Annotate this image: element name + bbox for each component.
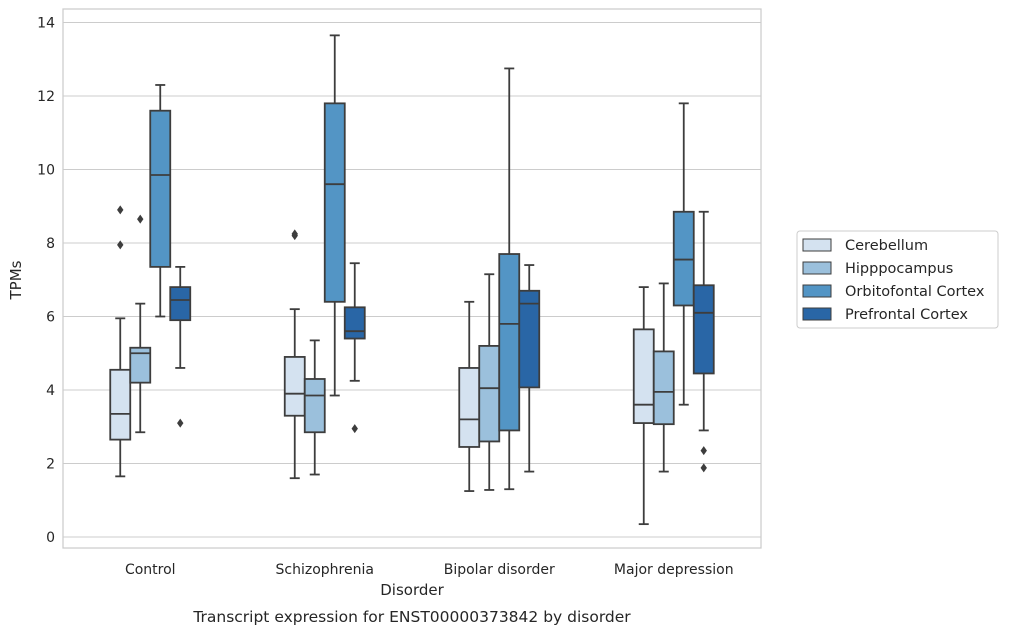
iqr-box: [458, 367, 481, 448]
iqr-box: [129, 346, 152, 384]
iqr-box: [652, 350, 675, 426]
iqr-box: [109, 368, 132, 441]
x-tick-label: Bipolar disorder: [444, 562, 555, 578]
iqr-box: [518, 289, 541, 389]
box-orbitofontal-cortex: [323, 34, 346, 397]
legend-label: Orbitofontal Cortex: [845, 284, 985, 300]
axes: 0 2 4 6 8 10 12 14 Control Schizophrenia Bipolar d…: [37, 8, 762, 578]
plot-background: [63, 9, 761, 548]
box-prefrontal-cortex: [518, 264, 541, 473]
legend-swatch: [802, 238, 832, 252]
box-cerebellum: [283, 229, 306, 480]
iqr-box: [149, 109, 172, 268]
y-tick-label: 4: [46, 383, 55, 399]
box-cerebellum: [109, 205, 132, 478]
outlier-point: [700, 446, 707, 456]
plot-frame: [62, 8, 762, 549]
iqr-box: [343, 306, 366, 340]
box-orbitofontal-cortex: [498, 67, 521, 491]
iqr-box: [632, 328, 655, 424]
legend-swatch: [802, 261, 832, 275]
outlier-point: [137, 214, 144, 224]
y-tick-label: 14: [37, 16, 55, 32]
iqr-box: [672, 210, 695, 307]
y-tick-label: 12: [37, 89, 55, 105]
legend-swatch: [802, 307, 832, 321]
box-prefrontal-cortex: [169, 265, 192, 428]
iqr-box: [303, 378, 326, 434]
legend: Cerebellum Hipppocampus Orbitofontal Corte…: [796, 230, 999, 329]
box-cerebellum: [458, 300, 481, 492]
legend-swatch: [802, 284, 832, 298]
iqr-box: [283, 356, 306, 417]
y-axis-title: TPMs: [7, 260, 25, 300]
x-tick-label: Schizophrenia: [276, 562, 374, 578]
outlier-point: [351, 424, 358, 434]
x-tick-label: Major depression: [614, 562, 734, 578]
iqr-box: [169, 286, 192, 322]
chart-caption: Transcript expression for ENST0000037384…: [192, 608, 631, 626]
x-axis-title: Disorder: [380, 581, 444, 599]
box-hipppocampus: [129, 214, 152, 434]
outlier-point: [117, 205, 124, 215]
legend-label: Cerebellum: [845, 238, 928, 254]
box-prefrontal-cortex: [343, 262, 366, 434]
y-tick-label: 0: [46, 530, 55, 546]
iqr-box: [498, 253, 521, 432]
iqr-box: [323, 102, 346, 303]
iqr-box: [478, 344, 501, 443]
box-orbitofontal-cortex: [672, 102, 695, 406]
outlier-point: [291, 229, 298, 239]
y-tick-label: 6: [46, 310, 55, 326]
legend-label: Prefrontal Cortex: [845, 307, 968, 323]
legend-frame: [796, 230, 999, 329]
box-orbitofontal-cortex: [149, 84, 172, 318]
x-tick-label: Control: [125, 562, 176, 578]
outlier-point: [117, 240, 124, 250]
iqr-box: [692, 284, 715, 375]
y-tick-label: 2: [46, 457, 55, 473]
y-tick-label: 8: [46, 236, 55, 252]
box-groups: [109, 34, 715, 526]
outlier-point: [700, 463, 707, 473]
box-hipppocampus: [478, 273, 501, 491]
box-prefrontal-cortex: [692, 210, 715, 473]
box-hipppocampus: [303, 339, 326, 476]
outlier-point: [177, 418, 184, 428]
legend-label: Hipppocampus: [845, 261, 953, 277]
y-tick-label: 10: [37, 163, 55, 179]
gridlines: [63, 9, 761, 548]
box-hipppocampus: [652, 282, 675, 473]
